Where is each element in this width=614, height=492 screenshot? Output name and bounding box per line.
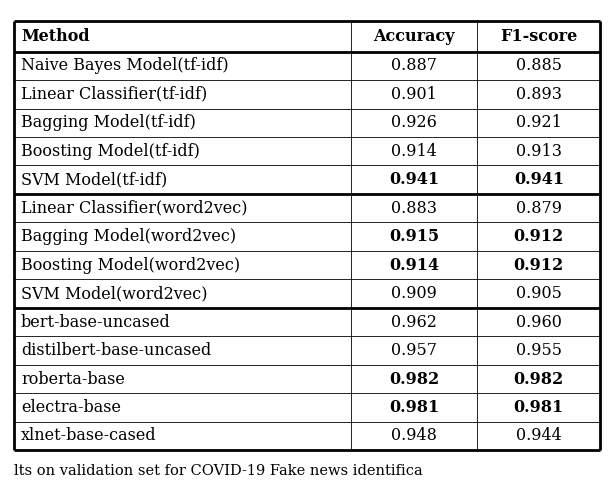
Text: Accuracy: Accuracy [373,28,455,45]
Text: 0.948: 0.948 [391,428,437,444]
Text: 0.981: 0.981 [389,399,439,416]
Text: Boosting Model(word2vec): Boosting Model(word2vec) [21,257,240,274]
Text: SVM Model(word2vec): SVM Model(word2vec) [21,285,208,302]
Text: 0.913: 0.913 [516,143,562,160]
Text: F1-score: F1-score [500,28,578,45]
Text: 0.893: 0.893 [516,86,562,103]
Text: 0.901: 0.901 [391,86,437,103]
Text: Boosting Model(tf-idf): Boosting Model(tf-idf) [21,143,200,160]
Text: 0.879: 0.879 [516,200,562,216]
Text: Naive Bayes Model(tf-idf): Naive Bayes Model(tf-idf) [21,58,228,74]
Text: Bagging Model(word2vec): Bagging Model(word2vec) [21,228,236,245]
Text: roberta-base: roberta-base [21,370,125,388]
Text: xlnet-base-cased: xlnet-base-cased [21,428,157,444]
Text: 0.909: 0.909 [391,285,437,302]
Text: electra-base: electra-base [21,399,121,416]
Text: 0.912: 0.912 [514,257,564,274]
Text: 0.887: 0.887 [391,58,437,74]
Text: 0.921: 0.921 [516,114,562,131]
Text: 0.982: 0.982 [389,370,439,388]
Text: 0.885: 0.885 [516,58,562,74]
Text: Linear Classifier(tf-idf): Linear Classifier(tf-idf) [21,86,207,103]
Text: 0.944: 0.944 [516,428,562,444]
Text: 0.941: 0.941 [514,171,564,188]
Text: distilbert-base-uncased: distilbert-base-uncased [21,342,211,359]
Text: 0.912: 0.912 [514,228,564,245]
Text: 0.883: 0.883 [391,200,437,216]
Text: bert-base-uncased: bert-base-uncased [21,313,171,331]
Text: 0.981: 0.981 [514,399,564,416]
Text: 0.982: 0.982 [514,370,564,388]
Text: 0.941: 0.941 [389,171,439,188]
Text: 0.955: 0.955 [516,342,562,359]
Text: Method: Method [21,28,90,45]
Text: 0.962: 0.962 [391,313,437,331]
Text: 0.915: 0.915 [389,228,439,245]
Text: Linear Classifier(word2vec): Linear Classifier(word2vec) [21,200,247,216]
Text: Bagging Model(tf-idf): Bagging Model(tf-idf) [21,114,196,131]
Text: 0.957: 0.957 [391,342,437,359]
Text: 0.905: 0.905 [516,285,562,302]
Text: 0.914: 0.914 [391,143,437,160]
Text: lts on validation set for COVID-19 Fake news identifica: lts on validation set for COVID-19 Fake … [14,464,422,478]
Text: 0.926: 0.926 [391,114,437,131]
Text: 0.914: 0.914 [389,257,439,274]
Text: SVM Model(tf-idf): SVM Model(tf-idf) [21,171,167,188]
Text: 0.960: 0.960 [516,313,562,331]
